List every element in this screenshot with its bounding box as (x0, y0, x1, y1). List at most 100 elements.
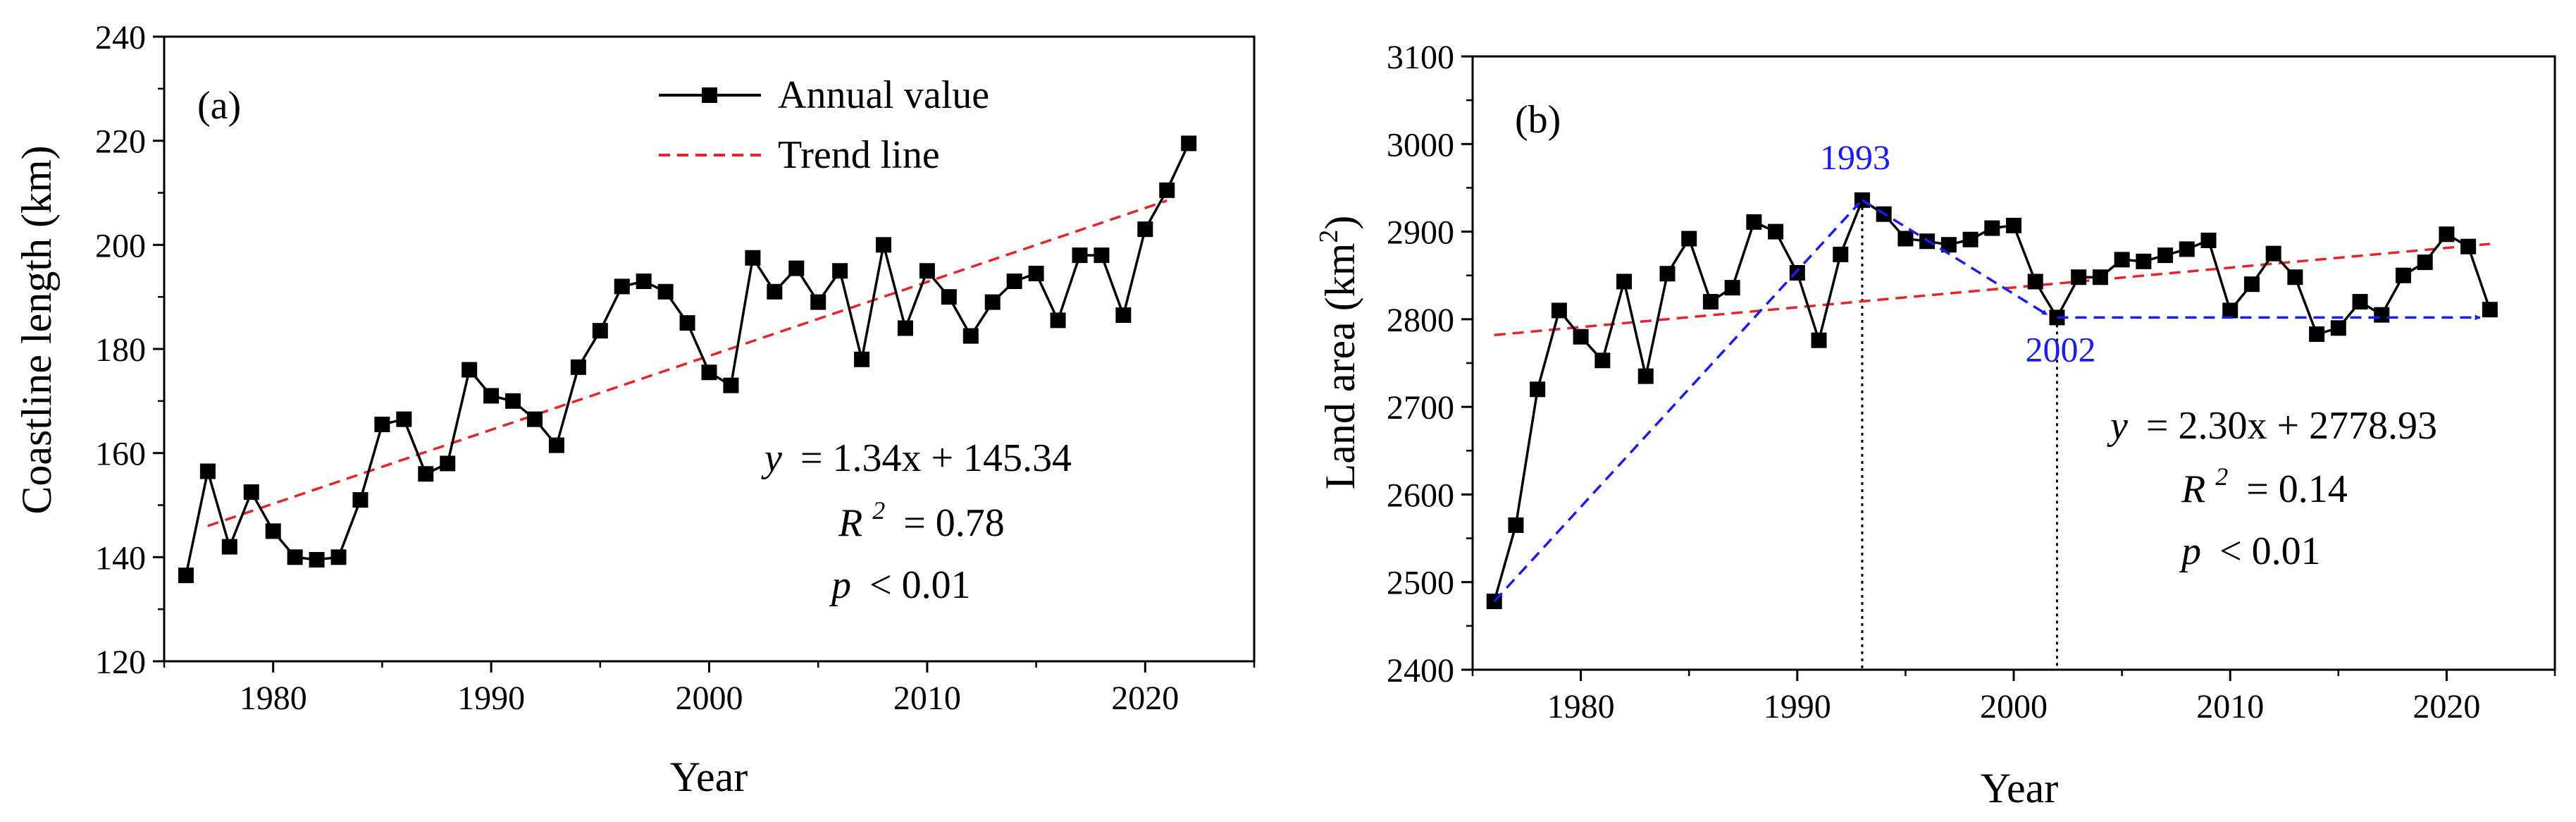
legend-annual-label: Annual value (778, 73, 989, 117)
data-point-b (2200, 233, 2217, 248)
x-tick-label-b: 2000 (1980, 688, 2048, 725)
y-tick-label-a: 220 (95, 123, 146, 161)
data-point-b (1551, 302, 1567, 319)
data-point-b (2460, 238, 2477, 254)
data-point-a (767, 283, 783, 300)
data-point-b (2309, 326, 2325, 342)
data-point-a (832, 263, 848, 279)
data-point-a (1094, 247, 1110, 264)
legend-trend-label: Trend line (778, 133, 940, 177)
data-point-b (1811, 332, 1827, 348)
trend-line-b (1494, 243, 2490, 336)
data-point-a (1159, 182, 1175, 198)
series-line-b (1493, 198, 2491, 602)
y-tick-label-b: 3000 (1387, 126, 1454, 164)
y-tick-label-a: 160 (95, 436, 146, 473)
data-point-b (1984, 220, 2000, 236)
data-point-a (1072, 247, 1088, 264)
y-axis-title-b: Land area (km2) (1314, 216, 1363, 490)
data-point-b (2374, 307, 2390, 323)
data-point-a (243, 484, 259, 501)
data-point-b (1530, 381, 1546, 398)
y-tick-label-b: 2700 (1387, 389, 1454, 427)
data-point-b (2136, 253, 2152, 269)
data-point-a (199, 463, 216, 479)
panel-b-label: (b) (1515, 98, 1561, 142)
equation-a-line-2: R 2 = 0.78 (838, 484, 1005, 545)
y-axis-title-a: Coastline length (km) (13, 145, 60, 514)
data-point-b (1637, 368, 1654, 384)
data-point-a (701, 364, 717, 381)
data-point-a (548, 437, 564, 453)
series-line-a (185, 142, 1190, 576)
data-point-b (2287, 269, 2303, 286)
data-point-a (876, 237, 892, 253)
data-point-a (1028, 265, 1044, 281)
y-tick-label-a: 140 (95, 539, 146, 577)
data-point-a (788, 260, 805, 276)
data-point-b (1616, 274, 1633, 290)
data-point-a (221, 539, 237, 555)
data-point-a (265, 523, 281, 539)
data-point-b (2179, 241, 2195, 257)
plot-frame-a (163, 35, 1256, 663)
y-tick-label-a: 240 (95, 19, 146, 56)
data-point-a (570, 359, 586, 375)
x-tick-label-b: 1990 (1764, 688, 1831, 725)
data-point-b (1789, 264, 1805, 281)
data-point-b (2092, 269, 2108, 286)
data-point-b (2352, 294, 2368, 309)
x-axis-title-a: Year (670, 754, 748, 800)
data-point-a (178, 568, 194, 584)
legend: Annual value Trend line (659, 73, 989, 177)
y-tick-label-a: 120 (95, 644, 146, 681)
data-point-b (2006, 217, 2021, 233)
data-point-a (592, 323, 608, 339)
x-tick-label-a: 1990 (457, 680, 525, 717)
marker-label-1993: 1993 (1820, 137, 1890, 177)
data-point-a (614, 278, 630, 295)
data-point-b (1768, 223, 1784, 240)
data-point-a (810, 294, 826, 310)
data-point-b (1833, 246, 1849, 262)
data-point-b (2157, 247, 2174, 264)
y-tick-label-b: 2500 (1387, 565, 1454, 602)
data-point-a (440, 455, 456, 472)
y-tick-label-b: 2600 (1387, 477, 1454, 514)
data-point-b (1962, 231, 1979, 247)
y-tick-label-b: 2800 (1387, 302, 1454, 339)
data-point-b (2439, 226, 2455, 243)
data-point-a (309, 552, 325, 568)
data-point-b (1746, 214, 1762, 230)
data-point-a (1181, 135, 1197, 152)
data-point-b (2071, 269, 2087, 286)
data-point-a (723, 377, 739, 393)
x-tick-label-b: 2010 (2196, 688, 2264, 725)
data-point-a (745, 250, 761, 266)
equation-b-line-2: R 2 = 0.14 (2181, 450, 2348, 511)
x-tick-label-a: 2020 (1111, 680, 1179, 717)
x-tick-label-a: 2010 (893, 680, 961, 717)
equation-a-line-3: p < 0.01 (829, 563, 971, 607)
y-tick-label-b: 3100 (1387, 39, 1454, 76)
data-point-b (2114, 252, 2130, 268)
y-tick-label-b: 2900 (1387, 214, 1454, 252)
data-point-a (462, 362, 478, 378)
data-point-a (1006, 274, 1022, 290)
data-point-b (1702, 294, 1719, 309)
data-point-b (1940, 237, 1957, 253)
data-point-b (1659, 266, 1676, 282)
data-point-b (1573, 329, 1589, 345)
y-tick-label-a: 180 (95, 331, 146, 369)
data-point-a (418, 466, 434, 482)
data-point-b (2027, 274, 2043, 290)
data-point-a (374, 417, 390, 433)
data-point-b (1594, 352, 1611, 369)
data-point-b (2395, 267, 2411, 283)
y-tick-label-a: 200 (95, 227, 146, 264)
data-point-a (1137, 221, 1153, 238)
data-point-a (352, 492, 369, 508)
panel-b: (b) y = 2.30x + 2778.93 R 2 = 0.14 p < 0… (1314, 98, 2437, 811)
data-point-a (854, 351, 870, 367)
marker-label-2002: 2002 (2025, 329, 2095, 369)
